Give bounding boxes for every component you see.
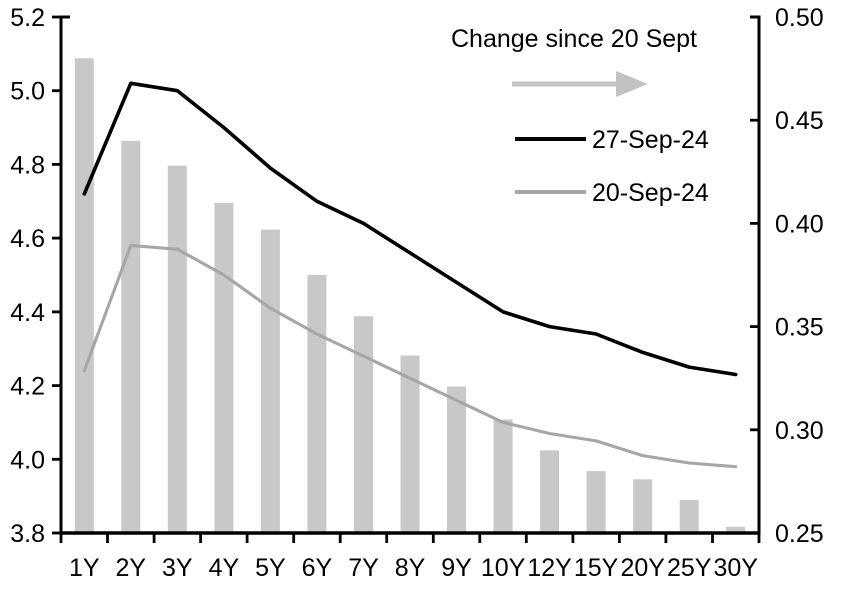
axes-layer: 5.2 5.0 4.8 4.6 4.4 4.2 4.0 3.8 0.50 0.45 0.40 0.35… — [10, 4, 823, 582]
line-series-20-Sep-24 — [82, 243, 738, 469]
legend-label-27sep: 27-Sep-24 — [592, 126, 709, 154]
bars-layer — [74, 58, 746, 534]
x-axis-label-1Y: 1Y — [69, 554, 100, 582]
left-axis-label: 4.8 — [10, 151, 45, 179]
left-axis-label: 5.2 — [10, 4, 45, 32]
legend-title: Change since 20 Sept — [451, 25, 697, 53]
bar-7Y — [354, 316, 373, 533]
bar-10Y — [493, 419, 513, 533]
right-axis-label: 0.30 — [775, 417, 824, 445]
bar-5Y — [260, 229, 280, 533]
left-axis-label: 3.8 — [10, 520, 45, 548]
left-axis-label: 4.0 — [10, 446, 45, 474]
x-axis-label-7Y: 7Y — [348, 554, 379, 582]
x-axis-label-10Y: 10Y — [481, 554, 526, 582]
x-axis-label-6Y: 6Y — [302, 554, 333, 582]
x-axis-label-30Y: 30Y — [713, 554, 758, 582]
right-axis-label: 0.40 — [775, 210, 824, 238]
x-axis-label-8Y: 8Y — [395, 554, 426, 582]
chart-legend: Change since 20 Sept 27-Sep-24 20-Sep-24 — [451, 25, 709, 207]
left-axis-label: 5.0 — [10, 78, 45, 106]
bar-6Y — [307, 275, 327, 533]
right-axis-label: 0.35 — [775, 314, 824, 342]
bar-9Y — [447, 386, 466, 533]
right-axis-label: 0.50 — [775, 4, 824, 32]
bar-20Y — [633, 479, 653, 533]
bar-3Y — [167, 165, 187, 533]
bar-4Y — [214, 202, 234, 534]
x-axis-label-12Y: 12Y — [527, 554, 572, 582]
bar-25Y — [679, 500, 699, 533]
x-axis-label-25Y: 25Y — [667, 554, 712, 582]
x-axis-label-9Y: 9Y — [441, 554, 472, 582]
bar-1Y — [74, 58, 94, 534]
change-arrow-icon — [512, 71, 648, 97]
line-series-27-Sep-24 — [82, 81, 738, 377]
left-axis-label: 4.4 — [10, 299, 45, 327]
right-axis-label: 0.45 — [775, 107, 824, 135]
bar-8Y — [400, 355, 420, 533]
right-axis-label: 0.25 — [775, 520, 824, 548]
x-axis-label-4Y: 4Y — [209, 554, 240, 582]
x-axis-label-15Y: 15Y — [574, 554, 619, 582]
bar-30Y — [726, 526, 746, 533]
x-axis-label-2Y: 2Y — [116, 554, 147, 582]
left-axis-label: 4.2 — [10, 373, 45, 401]
x-axis-label-20Y: 20Y — [620, 554, 665, 582]
bar-2Y — [121, 140, 141, 534]
bar-12Y — [540, 450, 560, 533]
legend-label-20sep: 20-Sep-24 — [592, 179, 709, 207]
lines-layer — [82, 81, 738, 469]
left-axis-label: 4.6 — [10, 225, 45, 253]
x-axis-label-3Y: 3Y — [162, 554, 193, 582]
x-axis-label-5Y: 5Y — [255, 554, 286, 582]
bar-15Y — [586, 471, 606, 533]
